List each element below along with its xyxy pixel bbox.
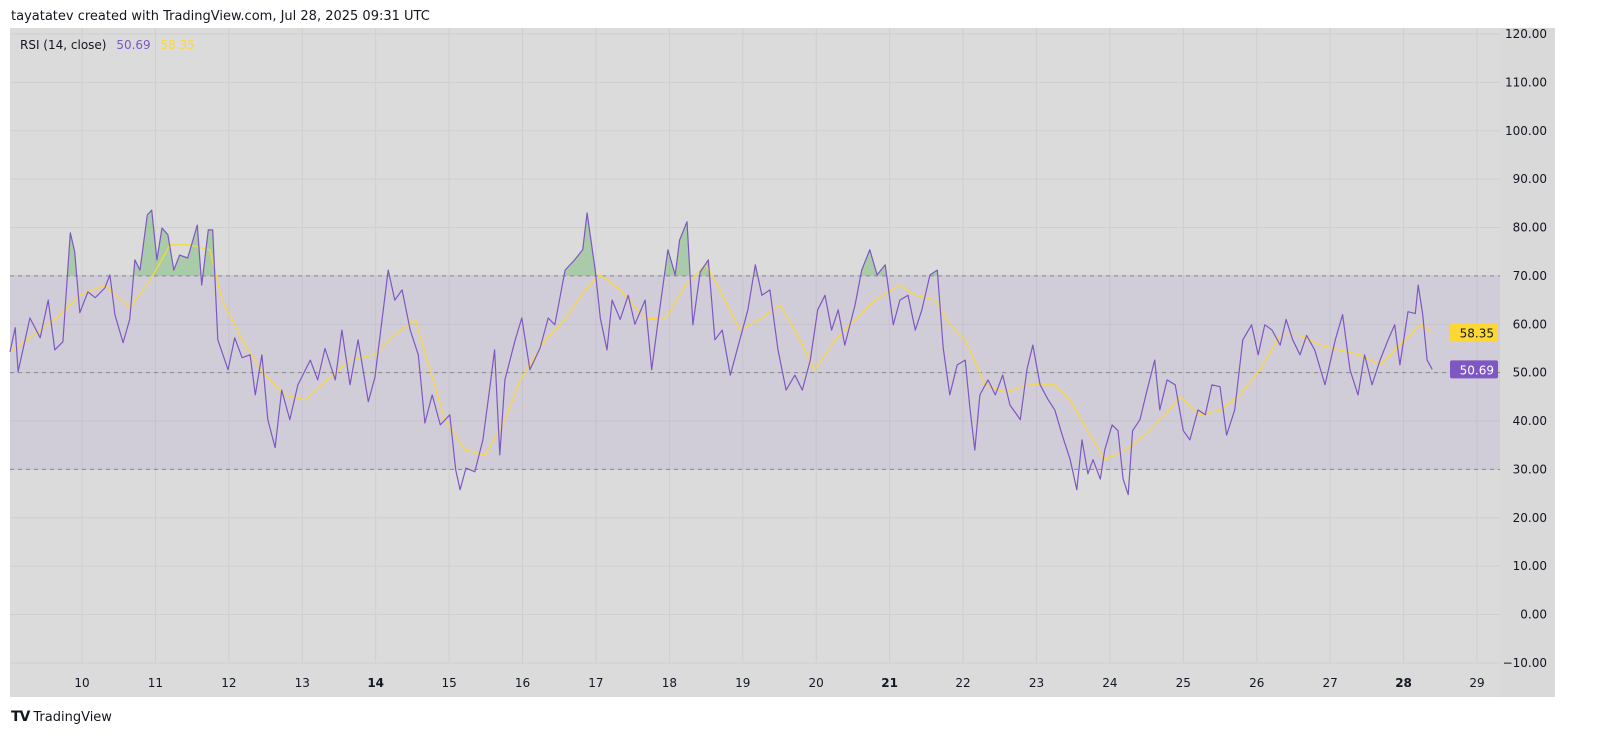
y-tick-label: 30.00	[1513, 462, 1547, 476]
y-tick-label: 40.00	[1513, 414, 1547, 428]
x-tick-label: 24	[1102, 676, 1117, 690]
indicator-name[interactable]: RSI (14, close)	[20, 38, 106, 52]
x-tick-label: 14	[367, 676, 384, 690]
x-tick-label: 26	[1249, 676, 1264, 690]
x-tick-label: 19	[735, 676, 750, 690]
y-tick-label: 70.00	[1513, 269, 1547, 283]
ma-last-value-badge: 58.35	[1460, 326, 1494, 340]
x-tick-label: 22	[955, 676, 970, 690]
brand-name: TradingView	[33, 710, 112, 725]
y-tick-label: 20.00	[1513, 511, 1547, 525]
x-tick-label: 15	[441, 676, 456, 690]
tradingview-logo-icon: TV	[11, 709, 29, 725]
x-tick-label: 12	[221, 676, 236, 690]
y-tick-label: 90.00	[1513, 172, 1547, 186]
x-tick-label: 21	[881, 676, 898, 690]
x-tick-label: 10	[74, 676, 89, 690]
y-tick-label: 50.00	[1513, 366, 1547, 380]
y-tick-label: 60.00	[1513, 317, 1547, 331]
y-tick-label: 100.00	[1505, 124, 1547, 138]
y-tick-label: 10.00	[1513, 559, 1547, 573]
x-tick-label: 16	[515, 676, 530, 690]
x-tick-label: 13	[295, 676, 310, 690]
y-tick-label: −10.00	[1503, 656, 1547, 670]
tradingview-brand[interactable]: TV TradingView	[11, 709, 112, 725]
y-tick-label: 80.00	[1513, 221, 1547, 235]
y-tick-label: 120.00	[1505, 27, 1547, 41]
x-tick-label: 28	[1395, 676, 1412, 690]
rsi-last-value-badge: 50.69	[1460, 363, 1494, 377]
y-tick-label: 110.00	[1505, 75, 1547, 89]
x-tick-label: 29	[1469, 676, 1484, 690]
x-tick-label: 20	[809, 676, 824, 690]
y-tick-label: 0.00	[1520, 608, 1547, 622]
x-tick-label: 25	[1176, 676, 1191, 690]
ma-value: 58.35	[161, 38, 195, 52]
indicator-legend[interactable]: RSI (14, close) 50.69 58.35	[20, 38, 201, 52]
x-tick-label: 11	[148, 676, 163, 690]
x-tick-label: 18	[662, 676, 677, 690]
x-tick-label: 23	[1029, 676, 1044, 690]
x-tick-label: 17	[588, 676, 603, 690]
x-tick-label: 27	[1322, 676, 1337, 690]
rsi-value: 50.69	[116, 38, 150, 52]
